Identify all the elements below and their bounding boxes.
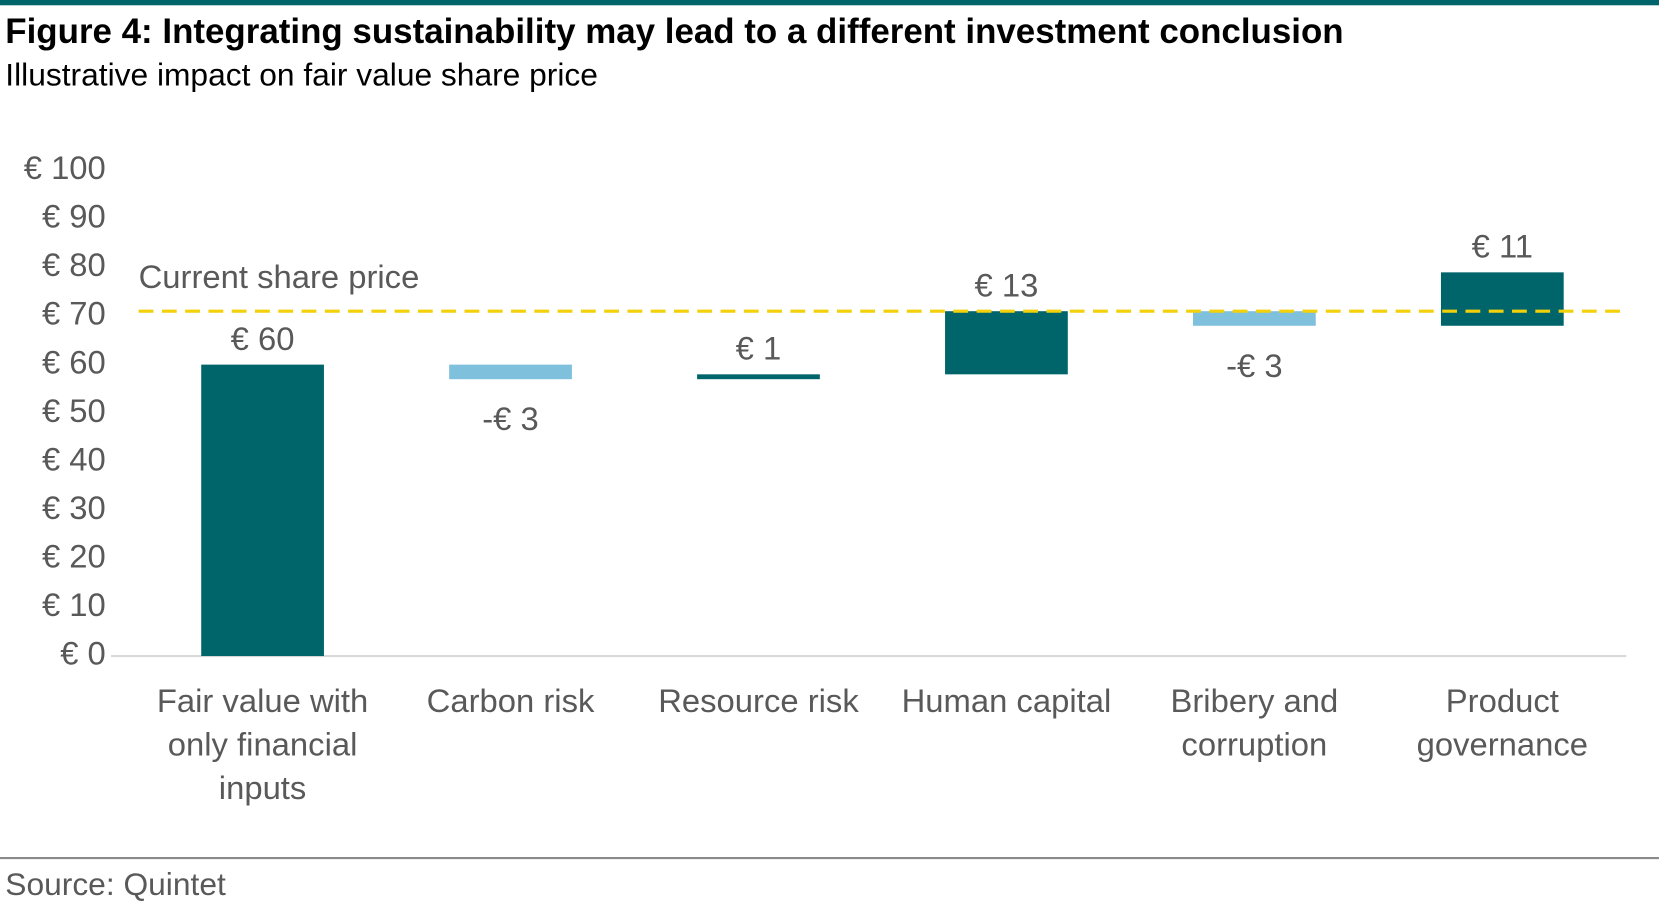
y-tick-label: € 100 — [24, 149, 106, 186]
source: Source: Quintet — [5, 866, 226, 901]
bar — [945, 311, 1068, 375]
x-tick-label: Human capital — [901, 682, 1112, 720]
x-tick-label: Resource risk — [658, 682, 859, 720]
value-label: € 11 — [1472, 228, 1533, 265]
x-tick-label: Product governance — [1416, 682, 1589, 763]
value-label: € 1 — [736, 330, 782, 367]
y-tick-label: € 0 — [60, 635, 106, 672]
y-tick-label: € 90 — [42, 198, 106, 235]
value-label: -€ 3 — [1226, 347, 1283, 384]
value-label: € 60 — [231, 320, 295, 357]
chart-subtitle: Illustrative impact on fair value share … — [5, 57, 598, 93]
y-tick-label: € 60 — [42, 343, 106, 380]
bar — [1440, 272, 1564, 326]
chart-title: Figure 4: Integrating sustainability may… — [5, 12, 1343, 51]
x-tick-label: Bribery and corruption — [1170, 682, 1339, 763]
x-tick-label: Fair value with only financial inputs — [156, 682, 369, 807]
y-tick-label: € 70 — [42, 295, 106, 332]
value-label: € 13 — [975, 267, 1039, 304]
y-tick-label: € 20 — [42, 538, 106, 575]
top-rule — [0, 0, 1659, 6]
bar — [1193, 311, 1316, 326]
bar — [697, 374, 820, 380]
bar — [449, 364, 572, 380]
y-tick-label: € 80 — [42, 246, 106, 283]
y-tick-label: € 30 — [42, 489, 106, 526]
y-tick-label: € 10 — [42, 586, 106, 623]
y-tick-label: € 50 — [42, 392, 106, 429]
reference-label: Current share price — [139, 258, 420, 295]
bar — [201, 364, 324, 657]
x-tick-label: Carbon risk — [426, 682, 595, 720]
value-label: -€ 3 — [482, 400, 539, 437]
y-tick-label: € 40 — [42, 440, 106, 477]
